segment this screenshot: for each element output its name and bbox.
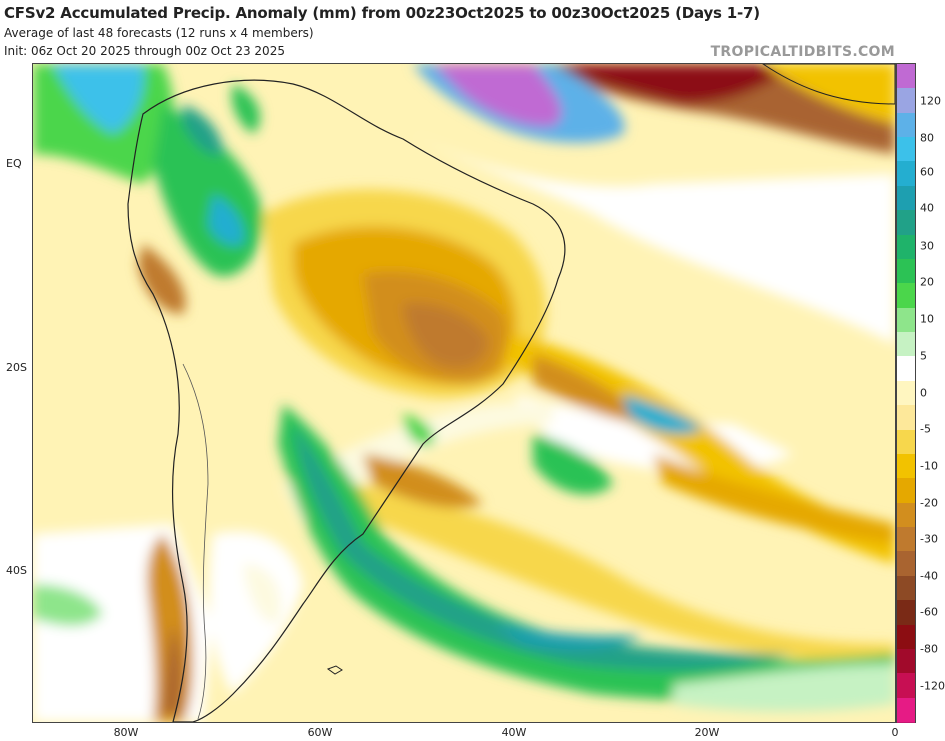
colorbar-segment: [897, 234, 915, 260]
lon-label-60w: 60W: [307, 726, 333, 739]
colorbar-segment: [897, 502, 915, 529]
lon-label-0: 0: [891, 726, 899, 739]
colorbar-segment: [897, 210, 915, 236]
colorbar-segment: [897, 575, 915, 602]
falkland-islands: [326, 665, 343, 675]
colorbar-segment: [897, 64, 915, 90]
colorbar-segment: [897, 88, 915, 114]
colorbar: [896, 63, 916, 723]
colorbar-label: -60: [920, 605, 938, 619]
colorbar-segment: [897, 697, 915, 723]
colorbar-segment: [897, 648, 915, 675]
colorbar-label: -40: [920, 569, 938, 583]
colorbar-segment: [897, 429, 915, 455]
colorbar-segment: [897, 405, 915, 431]
colorbar-label: 5: [920, 349, 927, 363]
lon-label-20w: 20W: [694, 726, 720, 739]
colorbar-segment: [897, 380, 915, 407]
colorbar-label: -5: [920, 422, 931, 436]
colorbar-segment: [897, 332, 915, 358]
colorbar-label: -30: [920, 532, 938, 546]
map-subtitle-init: Init: 06z Oct 20 2025 through 00z Oct 23…: [4, 44, 285, 58]
precip-anomaly-map: [32, 63, 896, 723]
colorbar-segment: [897, 673, 915, 699]
colorbar-segment: [897, 624, 915, 650]
colorbar-label: -10: [920, 459, 938, 473]
colorbar-label: 0: [920, 386, 927, 400]
map-title: CFSv2 Accumulated Precip. Anomaly (mm) f…: [4, 4, 760, 22]
colorbar-segment: [897, 527, 915, 553]
lon-label-80w: 80W: [113, 726, 139, 739]
lat-label-40s: 40S: [6, 564, 27, 577]
colorbar-segment: [897, 258, 915, 285]
colorbar-segment: [897, 600, 915, 626]
colorbar-segment: [897, 161, 915, 187]
colorbar-segment: [897, 185, 915, 212]
andes-border: [182, 363, 209, 720]
colorbar-label: -20: [920, 496, 938, 510]
colorbar-label: 20: [920, 275, 934, 289]
africa-coastline: [762, 64, 895, 105]
colorbar-segment: [897, 137, 915, 163]
colorbar-label: 60: [920, 165, 934, 179]
colorbar-segment: [897, 478, 915, 504]
colorbar-label: -120: [920, 679, 945, 693]
colorbar-label: 120: [920, 94, 941, 108]
map-subtitle-ensemble: Average of last 48 forecasts (12 runs x …: [4, 26, 314, 40]
colorbar-segment: [897, 453, 915, 480]
colorbar-label: 30: [920, 239, 934, 253]
south-america-coastline: [127, 79, 566, 722]
lat-label-eq: EQ: [6, 157, 22, 170]
anomaly-fields: [33, 64, 895, 722]
colorbar-segment: [897, 283, 915, 309]
colorbar-label: 80: [920, 131, 934, 145]
colorbar-segment: [897, 307, 915, 334]
colorbar-segment: [897, 551, 915, 577]
colorbar-label: 40: [920, 201, 934, 215]
colorbar-label: -80: [920, 642, 938, 656]
colorbar-segment: [897, 112, 915, 139]
lon-label-40w: 40W: [501, 726, 527, 739]
map-canvas: [33, 64, 895, 722]
brand-watermark: TROPICALTIDBITS.COM: [710, 44, 895, 60]
lat-label-20s: 20S: [6, 361, 27, 374]
colorbar-segment: [897, 356, 915, 382]
colorbar-label: 10: [920, 312, 934, 326]
